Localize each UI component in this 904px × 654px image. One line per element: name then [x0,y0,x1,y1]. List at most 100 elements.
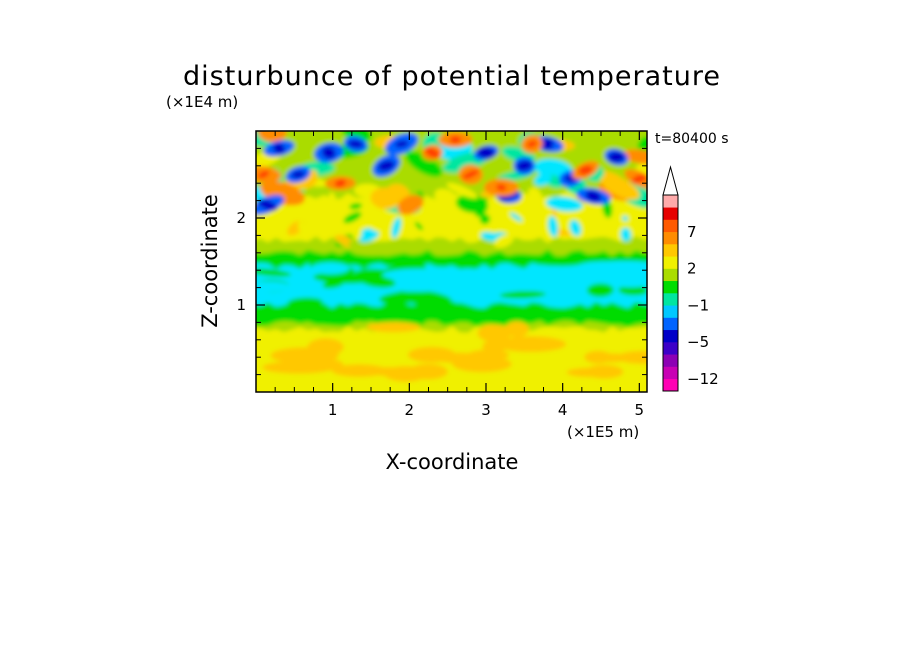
contour-blob [395,140,409,148]
colorbar-swatch [663,342,678,355]
contour-blob [534,172,552,186]
colorbar-label: 2 [687,260,697,278]
colorbar-swatch [663,305,678,318]
contour-blob [362,273,385,284]
contour-blob [499,290,546,299]
x-tick-label: 2 [405,401,415,419]
contour-field [256,131,647,392]
contour-blob [545,196,583,212]
contour-blob [477,146,495,159]
contour-blob [427,215,440,226]
contour-blob [586,283,614,297]
y-tick-label: 1 [236,296,246,314]
contour-blob [611,276,647,288]
contour-blob [378,160,395,172]
contour-blob [496,184,507,192]
contour-blob [349,203,362,210]
contour-blob [328,192,336,204]
colorbar-swatch [663,219,678,233]
colorbar-frame [662,194,679,392]
contour-blob [587,260,647,272]
contour-blob [361,228,376,239]
contour-blob [291,170,305,179]
colorbar-swatch [663,366,678,380]
contour-blob [334,234,352,243]
contour-blob [607,151,625,163]
axis-tick-labels: 1 2 3 4 5 1 2 [236,209,644,419]
time-label: t=80400 s [655,131,729,147]
contour-blob [499,191,519,201]
colorbar-label: −5 [687,333,709,351]
contour-blob [272,143,286,154]
colorbar-swatch [663,195,678,208]
contour-blob [257,199,278,211]
contour-blob [600,174,640,200]
contour-blob [585,190,602,203]
colorbar-label: −1 [687,296,709,314]
colorbar-swatch [663,268,678,282]
contour-blob [397,194,424,215]
contour-blob [509,212,523,222]
x-axis-label: X-coordinate [386,450,519,474]
contour-blob [449,135,462,144]
contour-blob [452,355,512,373]
contour-blob [405,151,443,177]
contour-blob [620,227,632,242]
contour-blob [374,220,390,232]
contour-blob [622,149,647,164]
colorbar-swatch [663,317,678,331]
colorbar-label: −12 [687,370,719,388]
contour-blob [526,140,538,148]
colorbar-swatch [663,378,678,392]
y-tick-label: 2 [236,209,246,227]
axis-ticks [256,131,647,392]
chart-title: disturbunce of potential temperature [183,61,721,92]
contour-blob [530,258,583,267]
contour-blob [566,367,616,378]
colorbar-swatch [663,207,678,220]
contour-blob [256,281,291,293]
contour-blob [287,297,323,308]
contour-blob [311,262,350,275]
contour-blob [547,215,559,237]
contour-blob [383,365,428,382]
colorbar-swatch [663,244,678,257]
contour-blob [391,217,402,239]
contour-blob [516,160,533,172]
contour-blob [584,350,612,364]
x-tick-label: 1 [328,401,338,419]
contour-blob [455,194,489,214]
contour-blob [348,140,364,148]
x-tick-label: 4 [558,401,568,419]
contour-blob [462,169,479,180]
contour-blob [446,182,478,199]
colorbar-swatch [663,256,678,269]
colorbar-label: 7 [687,223,697,241]
contour-blob [618,285,647,296]
contour-blob [415,270,478,287]
contour-blob [424,147,440,158]
contour-blob [343,211,362,224]
x-tick-label: 5 [635,401,645,419]
contour-blob [493,234,514,248]
contour-blob [528,187,542,203]
contour-blob [622,215,629,222]
field-layer [256,131,647,392]
colorbar-swatch [663,354,678,367]
contour-blob [616,350,647,364]
contour-blob [631,174,647,184]
colorbar-swatch [663,280,678,294]
plot-area [256,131,647,392]
contour-blob [322,279,344,289]
colorbar-swatch [663,329,678,343]
plot-frame [255,130,648,393]
contour-blob [257,131,287,143]
contour-blob [578,165,593,175]
colorbar-swatch [663,231,678,245]
contour-blob [494,336,567,352]
contour-blob [307,338,344,356]
y-axis-label: Z-coordinate [198,194,222,328]
contour-blob [331,364,388,377]
contour-blob [391,283,441,292]
